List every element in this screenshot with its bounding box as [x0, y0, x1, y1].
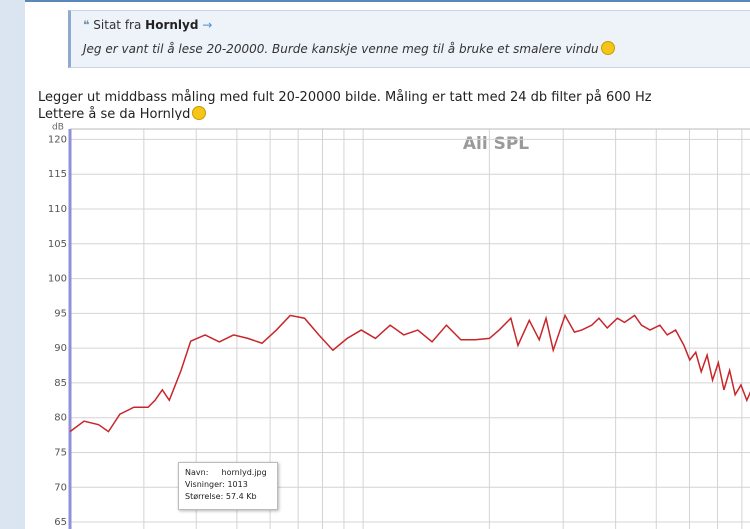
y-tick-label: 95 — [54, 308, 67, 319]
quote-box: ❝ Sitat fra Hornlyd → Jeg er vant til å … — [68, 10, 750, 68]
y-tick-label: 75 — [54, 447, 67, 458]
chart-title: All SPL — [463, 134, 529, 154]
emoji — [600, 41, 615, 55]
y-tick-label: 80 — [54, 413, 67, 424]
chart-image: dB All SPL 65 70 75 80 85 90 95 100 105 110 115 120 — [38, 120, 750, 529]
tooltip-key: Størrelse: — [185, 492, 224, 501]
emoji — [192, 106, 207, 120]
post-line: Legger ut middbass måling med fult 20-20… — [38, 90, 652, 105]
y-axis-label: dB — [52, 123, 64, 133]
y-tick-label: 110 — [48, 204, 67, 215]
post-line: Lettere å se da Hornlyd — [38, 106, 207, 122]
tooltip-key: Navn: — [185, 468, 209, 477]
y-tick-label: 120 — [48, 134, 67, 145]
tooltip-value: hornlyd.jpg — [221, 468, 267, 477]
spl-line — [69, 313, 750, 433]
y-tick-label: 100 — [48, 274, 67, 285]
quote-author[interactable]: Hornlyd — [145, 18, 199, 32]
quote-text: Jeg er vant til å lese 20-20000. Burde k… — [83, 41, 615, 56]
tooltip-value: 1013 — [227, 480, 248, 489]
y-tick-label: 90 — [54, 343, 67, 354]
y-tick-label: 115 — [48, 169, 67, 180]
quote-body: Jeg er vant til å lese 20-20000. Burde k… — [83, 42, 599, 56]
sidebar-strip — [0, 0, 25, 529]
quote-header: ❝ Sitat fra Hornlyd → — [83, 18, 212, 32]
y-tick-label: 65 — [54, 517, 67, 528]
image-tooltip: Navn: hornlyd.jpg Visninger: 1013 Større… — [178, 462, 278, 510]
image-background — [38, 120, 750, 529]
y-tick-label: 105 — [48, 239, 67, 250]
y-tick-label: 70 — [54, 482, 67, 493]
quote-icon: ❝ — [83, 18, 90, 32]
tooltip-row: Navn: hornlyd.jpg — [185, 467, 271, 479]
tooltip-key: Visninger: — [185, 480, 225, 489]
tooltip-row: Størrelse: 57.4 Kb — [185, 491, 271, 503]
tooltip-value: 57.4 Kb — [225, 492, 257, 501]
quote-link-arrow[interactable]: → — [202, 18, 213, 32]
post-text: Lettere å se da Hornlyd — [38, 107, 191, 122]
tooltip-row: Visninger: 1013 — [185, 479, 271, 491]
y-tick-label: 85 — [54, 378, 67, 389]
quote-prefix: Sitat fra — [93, 18, 142, 32]
top-border — [25, 0, 750, 2]
